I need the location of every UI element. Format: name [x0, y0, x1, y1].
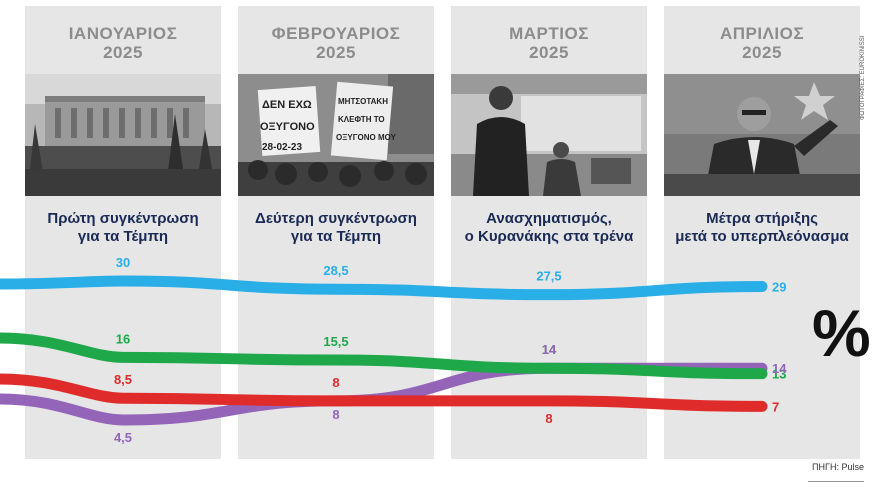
sign-text: ΜΗΤΣΟΤΑΚΗ — [338, 97, 388, 106]
data-label: 14 — [542, 342, 557, 357]
caption: Πρώτη συγκέντρωση για τα Τέμπη — [25, 210, 221, 246]
data-label: 16 — [116, 331, 130, 346]
month-year: 2025 — [742, 43, 782, 62]
caption-line: Δεύτερη συγκέντρωση — [255, 210, 417, 227]
data-label: 28,5 — [323, 263, 348, 278]
caption-line: για τα Τέμπη — [77, 228, 169, 245]
month-name: ΑΠΡΙΛΙΟΣ — [719, 24, 805, 43]
caption-line: μετά το υπερπλεόνασμα — [675, 228, 849, 245]
month-name: ΦΕΒΡΟΥΑΡΙΟΣ — [271, 24, 401, 43]
data-label: 8 — [545, 411, 552, 426]
data-label: 7 — [772, 399, 779, 414]
data-label: 8 — [332, 375, 339, 390]
data-label: 8 — [332, 407, 339, 422]
month-heading: ΑΠΡΙΛΙΟΣ 2025 — [664, 24, 860, 62]
data-label: 27,5 — [536, 269, 561, 284]
photo-parliament — [25, 74, 221, 196]
month-year: 2025 — [316, 43, 356, 62]
month-year: 2025 — [529, 43, 569, 62]
caption-line: Ανασχηματισμός, — [486, 210, 612, 227]
series-line — [0, 373, 768, 412]
month-heading: ΙΑΝΟΥΑΡΙΟΣ 2025 — [25, 24, 221, 62]
month-name: ΜΑΡΤΙΟΣ — [509, 24, 589, 43]
source-note: ΠΗΓΗ: Pulse — [812, 462, 864, 472]
series-line — [0, 275, 768, 301]
data-label: 8,5 — [114, 372, 132, 387]
data-label: 30 — [116, 255, 130, 270]
month-column-january: ΙΑΝΟΥΑΡΙΟΣ 2025 Πρώτη συγκέντρωση για τα… — [25, 6, 221, 459]
data-label: 29 — [772, 279, 786, 294]
sign-text: ΟΞΥΓΟΝΟ ΜΟΥ — [336, 133, 397, 142]
month-year: 2025 — [103, 43, 143, 62]
month-column-april: ΑΠΡΙΛΙΟΣ 2025 Μέτρα στήριξης μετά το υπε… — [664, 6, 860, 459]
photo-train-minister — [451, 74, 647, 196]
month-heading: ΦΕΒΡΟΥΑΡΙΟΣ 2025 — [238, 24, 434, 62]
sign-text: 28-02-23 — [262, 142, 302, 153]
month-column-march: ΜΑΡΤΙΟΣ 2025 Ανασχηματισμός, ο Κυρανάκης… — [451, 6, 647, 459]
caption-line: για τα Τέμπη — [290, 228, 382, 245]
caption: Δεύτερη συγκέντρωση για τα Τέμπη — [238, 210, 434, 246]
data-label: 13 — [772, 367, 786, 382]
data-label: 4,5 — [114, 430, 132, 445]
sign-text: ΔΕΝ ΕΧΩ — [262, 99, 312, 111]
caption-line: Μέτρα στήριξης — [706, 210, 818, 227]
sign-text: ΚΛΕΦΤΗ ΤΟ — [338, 115, 385, 124]
month-name: ΙΑΝΟΥΑΡΙΟΣ — [68, 24, 178, 43]
caption-line: Πρώτη συγκέντρωση — [47, 210, 199, 227]
caption-line: ο Κυρανάκης στα τρένα — [464, 228, 634, 245]
percent-sign: % — [812, 296, 871, 370]
divider — [808, 481, 864, 482]
month-heading: ΜΑΡΤΙΟΣ 2025 — [451, 24, 647, 62]
data-label: 14 — [542, 342, 557, 357]
data-label: 15,5 — [323, 334, 348, 349]
caption: Ανασχηματισμός, ο Κυρανάκης στα τρένα — [451, 210, 647, 246]
photo-protest: ΔΕΝ ΕΧΩ ΟΞΥΓΟΝΟ 28-02-23 ΜΗΤΣΟΤΑΚΗ ΚΛΕΦΤ… — [238, 74, 434, 196]
series-lines — [0, 275, 768, 426]
caption: Μέτρα στήριξης μετά το υπερπλεόνασμα — [664, 210, 860, 246]
photo-press-conference — [664, 74, 860, 196]
month-column-february: ΦΕΒΡΟΥΑΡΙΟΣ 2025 ΔΕΝ ΕΧΩ ΟΞΥΓΟΝΟ 28-02-2… — [238, 6, 434, 459]
sign-text: ΟΞΥΓΟΝΟ — [260, 121, 315, 133]
series-line — [0, 332, 768, 380]
data-label: 14 — [772, 361, 787, 376]
